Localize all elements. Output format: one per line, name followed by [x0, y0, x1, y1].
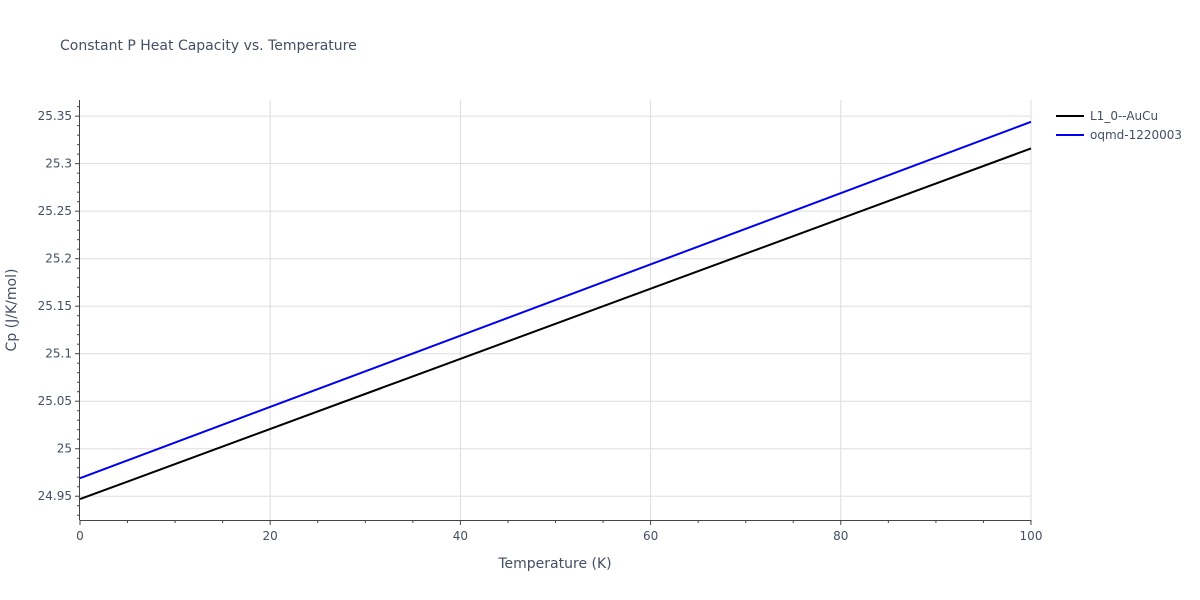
legend: L1_0--AuCu oqmd-1220003: [1056, 109, 1182, 142]
legend-label: oqmd-1220003: [1090, 128, 1182, 142]
y-tick-label: 25.05: [38, 394, 72, 408]
series-lines: [79, 120, 1032, 501]
y-tick-label: 25.15: [38, 299, 72, 313]
x-tick-label: 100: [1020, 529, 1043, 543]
y-tick-label: 25.25: [38, 204, 72, 218]
series-line: [79, 120, 1032, 480]
x-axis-title: Temperature (K): [497, 556, 611, 572]
x-tick-label: 40: [453, 529, 468, 543]
legend-label: L1_0--AuCu: [1090, 109, 1158, 123]
y-tick-label: 25: [57, 442, 72, 456]
axes: 0 20 40 60 80 100 24.95 25 25.05 25.1 25.15 25.2 25.…: [38, 100, 1043, 543]
series-line: [79, 147, 1032, 501]
y-tick-label: 25.3: [45, 157, 72, 171]
x-tick-label: 80: [833, 529, 848, 543]
x-tick-label: 60: [643, 529, 658, 543]
x-tick-label: 0: [76, 529, 84, 543]
grid: [80, 100, 1032, 520]
y-tick-label: 24.95: [38, 489, 72, 503]
y-tick-label: 25.35: [38, 109, 72, 123]
y-axis-title: Cp (J/K/mol): [4, 269, 20, 352]
chart-title: Constant P Heat Capacity vs. Temperature: [60, 38, 357, 54]
y-tick-label: 25.2: [45, 252, 72, 266]
y-tick-label: 25.1: [45, 347, 72, 361]
x-tick-label: 20: [263, 529, 278, 543]
